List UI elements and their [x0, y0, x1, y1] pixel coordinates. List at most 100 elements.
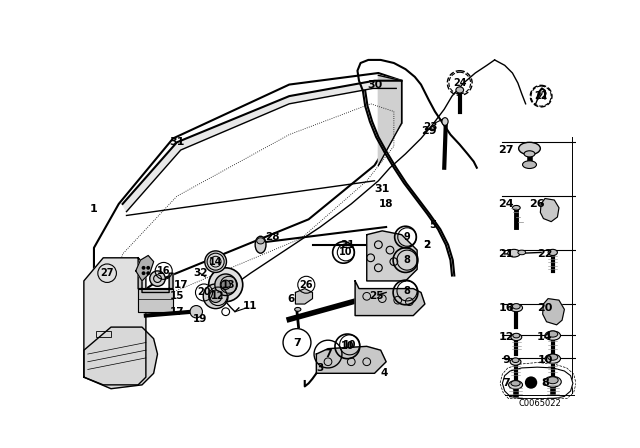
Text: 19: 19: [193, 314, 207, 324]
Text: 10: 10: [343, 340, 356, 350]
Text: 17: 17: [170, 307, 184, 317]
Text: 14: 14: [537, 332, 553, 342]
Text: 26: 26: [529, 199, 545, 209]
Text: 32: 32: [193, 268, 207, 278]
Circle shape: [141, 271, 145, 275]
Polygon shape: [84, 258, 146, 385]
Circle shape: [141, 266, 145, 270]
Circle shape: [147, 271, 150, 275]
Text: 7: 7: [293, 337, 301, 348]
Polygon shape: [378, 75, 402, 165]
Ellipse shape: [442, 118, 448, 125]
Polygon shape: [84, 327, 157, 389]
Ellipse shape: [545, 331, 561, 340]
Circle shape: [204, 284, 228, 309]
Ellipse shape: [510, 358, 521, 365]
Polygon shape: [123, 81, 402, 211]
Circle shape: [190, 306, 202, 318]
Text: 27: 27: [499, 145, 514, 155]
Polygon shape: [367, 231, 417, 281]
Ellipse shape: [513, 333, 520, 338]
Bar: [95, 331, 111, 337]
Text: 23: 23: [423, 122, 438, 132]
Ellipse shape: [545, 354, 561, 363]
Ellipse shape: [518, 142, 540, 155]
Text: 22: 22: [537, 249, 553, 259]
Ellipse shape: [548, 250, 557, 255]
Text: 29: 29: [421, 126, 436, 136]
Text: 7: 7: [324, 349, 332, 359]
Ellipse shape: [294, 307, 301, 311]
Circle shape: [205, 251, 227, 272]
Polygon shape: [355, 281, 425, 315]
Text: 2: 2: [424, 240, 431, 250]
Polygon shape: [540, 198, 559, 222]
Ellipse shape: [518, 250, 525, 255]
Ellipse shape: [510, 304, 522, 312]
Ellipse shape: [456, 87, 463, 93]
Polygon shape: [296, 289, 312, 304]
Text: 28: 28: [265, 232, 280, 242]
Text: 20: 20: [538, 303, 553, 313]
Polygon shape: [138, 258, 173, 293]
Text: 10: 10: [538, 355, 553, 365]
Text: 2: 2: [424, 240, 431, 250]
Circle shape: [150, 271, 165, 286]
Text: 27: 27: [100, 268, 114, 278]
Text: 6: 6: [287, 293, 294, 304]
Text: 30: 30: [367, 80, 382, 90]
Text: 21: 21: [340, 240, 355, 250]
Text: 12: 12: [499, 332, 514, 342]
Ellipse shape: [512, 358, 519, 362]
Ellipse shape: [257, 238, 264, 244]
Text: 25: 25: [369, 291, 383, 302]
Text: 14: 14: [209, 257, 222, 267]
Text: 20: 20: [197, 288, 211, 297]
Ellipse shape: [511, 334, 522, 340]
Circle shape: [525, 376, 537, 389]
Polygon shape: [316, 346, 386, 373]
Text: 4: 4: [380, 368, 387, 378]
Ellipse shape: [511, 381, 520, 386]
Text: 5: 5: [429, 220, 436, 230]
Polygon shape: [136, 255, 154, 281]
Polygon shape: [138, 289, 173, 312]
Text: 17: 17: [173, 280, 188, 290]
Text: 13: 13: [222, 280, 236, 290]
Text: 16: 16: [499, 303, 514, 313]
Text: 8: 8: [541, 378, 549, 388]
Polygon shape: [94, 73, 402, 329]
Text: 9: 9: [404, 232, 410, 242]
Ellipse shape: [544, 376, 561, 387]
Text: 3: 3: [317, 363, 324, 373]
Text: 1: 1: [90, 204, 98, 214]
Text: 10: 10: [340, 341, 354, 351]
Circle shape: [147, 266, 150, 270]
Circle shape: [215, 274, 237, 296]
Ellipse shape: [524, 151, 535, 157]
Ellipse shape: [509, 381, 522, 389]
Ellipse shape: [508, 250, 520, 257]
Text: 31: 31: [374, 184, 390, 194]
Text: 24: 24: [453, 78, 467, 88]
Text: 11: 11: [243, 302, 258, 311]
Ellipse shape: [513, 304, 520, 309]
Circle shape: [209, 290, 222, 302]
Text: 26: 26: [300, 280, 313, 290]
Text: 15: 15: [170, 291, 184, 302]
Text: 16: 16: [157, 266, 170, 276]
Polygon shape: [543, 299, 564, 325]
Text: 8: 8: [404, 255, 410, 265]
Text: 21: 21: [499, 249, 514, 259]
Text: 9: 9: [502, 355, 510, 365]
Polygon shape: [502, 367, 573, 399]
Text: 10: 10: [339, 247, 353, 258]
Ellipse shape: [522, 161, 536, 168]
Ellipse shape: [547, 377, 558, 383]
Circle shape: [221, 280, 230, 289]
Text: 18: 18: [379, 199, 394, 209]
Text: 22: 22: [534, 91, 548, 101]
Ellipse shape: [513, 206, 520, 210]
Ellipse shape: [548, 331, 558, 337]
Circle shape: [209, 268, 243, 302]
